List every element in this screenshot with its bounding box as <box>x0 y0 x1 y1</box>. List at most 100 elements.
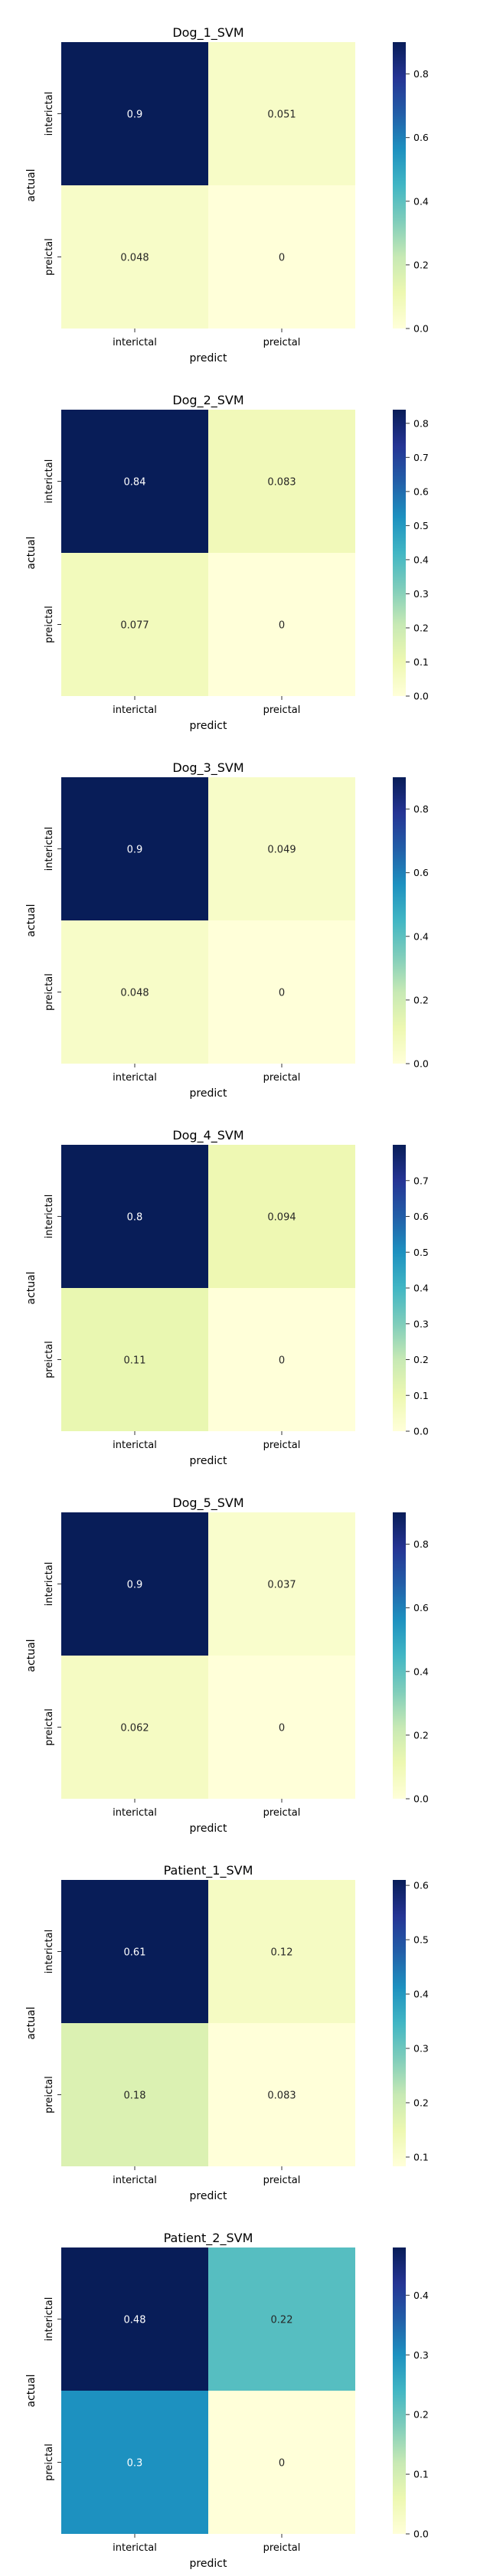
colorbar-tick-label: 0.2 <box>413 1729 429 1741</box>
cell-value-label: 0.037 <box>267 1580 296 1591</box>
heatmap-cell <box>61 1145 208 1288</box>
x-tick-label: preictal <box>263 704 301 716</box>
chart-title: Dog_5_SVM <box>172 1496 243 1511</box>
heatmap-cell <box>61 1880 208 2023</box>
cell-value-label: 0.9 <box>127 1580 143 1591</box>
heatmap-cell <box>208 2391 355 2534</box>
colorbar <box>393 42 406 329</box>
heatmap-cell <box>208 1288 355 1431</box>
chart-title: Patient_2_SVM <box>164 2231 253 2246</box>
x-tick-label: preictal <box>263 1807 301 1819</box>
heatmap-cell <box>61 42 208 185</box>
heatmap-cell <box>208 1880 355 2023</box>
heatmap-cell <box>61 553 208 696</box>
colorbar-tick-label: 0.5 <box>413 1247 429 1258</box>
y-axis-label: actual <box>25 904 38 937</box>
colorbar-tick-label: 0.6 <box>413 1880 429 1891</box>
heatmap-cell <box>208 553 355 696</box>
x-tick-label: preictal <box>263 1072 301 1084</box>
colorbar-tick-label: 0.8 <box>413 1538 429 1550</box>
cell-value-label: 0.61 <box>124 1947 146 1959</box>
x-tick-label: interictal <box>113 2542 157 2554</box>
colorbar-tick-label: 0.0 <box>413 1426 429 1437</box>
heatmap-cell <box>61 1288 208 1431</box>
heatmap-panel-3: Dog_3_SVM 0.9 0.049 0.048 0 interictal preicta… <box>25 760 429 1100</box>
colorbar-tick-label: 0.0 <box>413 2529 429 2540</box>
cell-value-label: 0.083 <box>267 2091 296 2102</box>
colorbar-tick-label: 0.6 <box>413 867 429 878</box>
x-axis-label: predict <box>190 352 227 364</box>
colorbar <box>393 410 406 696</box>
x-axis-label: predict <box>190 1822 227 1835</box>
x-tick-label: preictal <box>263 2542 301 2554</box>
heatmap-cell <box>61 2247 208 2391</box>
cell-value-label: 0.18 <box>124 2091 146 2102</box>
cell-value-label: 0.84 <box>124 477 146 489</box>
colorbar-tick-label: 0.0 <box>413 323 429 335</box>
cell-value-label: 0.049 <box>267 845 296 856</box>
x-tick-label: interictal <box>113 1440 157 1451</box>
heatmap-cell <box>208 1145 355 1288</box>
colorbar-tick-label: 0.7 <box>413 1175 429 1186</box>
heatmap-cell <box>208 410 355 553</box>
y-axis-label: actual <box>25 168 38 201</box>
chart-title: Dog_2_SVM <box>172 393 243 408</box>
chart-title: Patient_1_SVM <box>164 1863 253 1878</box>
chart-title: Dog_1_SVM <box>172 25 243 41</box>
colorbar <box>393 777 406 1064</box>
colorbar-tick-label: 0.4 <box>413 1666 429 1677</box>
colorbar-tick-label: 0.4 <box>413 195 429 207</box>
x-tick-label: preictal <box>263 337 301 348</box>
heatmap-cell <box>208 777 355 920</box>
x-tick-label: interictal <box>113 337 157 348</box>
heatmap-cell <box>61 920 208 1064</box>
y-tick-label: preictal <box>44 2444 55 2481</box>
colorbar <box>393 1880 406 2166</box>
colorbar-tick-label: 0.8 <box>413 803 429 815</box>
y-tick-label: interictal <box>44 459 55 504</box>
x-tick-label: interictal <box>113 1807 157 1819</box>
x-tick-label: preictal <box>263 2175 301 2186</box>
heatmap-cell <box>61 1656 208 1799</box>
cell-value-label: 0 <box>279 253 285 264</box>
colorbar-tick-label: 0.2 <box>413 622 429 633</box>
cell-value-label: 0 <box>279 1723 285 1734</box>
x-tick-label: interictal <box>113 704 157 716</box>
colorbar-tick-label: 0.6 <box>413 1602 429 1613</box>
x-tick-label: interictal <box>113 1072 157 1084</box>
y-axis-label: actual <box>25 2374 38 2407</box>
heatmap-cell <box>61 1512 208 1656</box>
cell-value-label: 0.062 <box>120 1723 149 1734</box>
heatmap-cell <box>61 185 208 329</box>
colorbar <box>393 1145 406 1431</box>
x-tick-label: interictal <box>113 2175 157 2186</box>
cell-value-label: 0.083 <box>267 477 296 489</box>
cell-value-label: 0.077 <box>120 620 149 632</box>
heatmap-cell <box>61 410 208 553</box>
colorbar-tick-label: 0.1 <box>413 2469 429 2480</box>
y-tick-label: preictal <box>44 1341 55 1378</box>
colorbar-tick-label: 0.1 <box>413 2151 429 2162</box>
colorbar-tick-label: 0.3 <box>413 2349 429 2361</box>
colorbar-tick-label: 0.0 <box>413 1058 429 1070</box>
cell-value-label: 0.11 <box>124 1355 146 1367</box>
cell-value-label: 0.9 <box>127 845 143 856</box>
y-axis-label: actual <box>25 1271 38 1304</box>
heatmap-panel-5: Dog_5_SVM 0.9 0.037 0.062 0 interictal preicta… <box>25 1496 429 1835</box>
colorbar-tick-label: 0.5 <box>413 1934 429 1946</box>
cell-value-label: 0.22 <box>271 2315 293 2326</box>
cell-value-label: 0.48 <box>124 2315 146 2326</box>
heatmap-panel-1: Dog_1_SVM 0.9 0.051 0.048 0 interictal preicta… <box>25 25 429 364</box>
colorbar-tick-label: 0.3 <box>413 1318 429 1329</box>
y-tick-label: interictal <box>44 1562 55 1607</box>
colorbar-tick-label: 0.1 <box>413 656 429 668</box>
colorbar <box>393 2247 406 2534</box>
colorbar-tick-label: 0.7 <box>413 452 429 463</box>
colorbar-tick-label: 0.2 <box>413 2409 429 2421</box>
cell-value-label: 0 <box>279 1355 285 1367</box>
y-tick-label: preictal <box>44 1708 55 1746</box>
colorbar-tick-label: 0.2 <box>413 994 429 1005</box>
x-axis-label: predict <box>190 2558 227 2570</box>
heatmap-panel-4: Dog_4_SVM 0.8 0.094 0.11 0 interictal preictal… <box>25 1128 429 1467</box>
